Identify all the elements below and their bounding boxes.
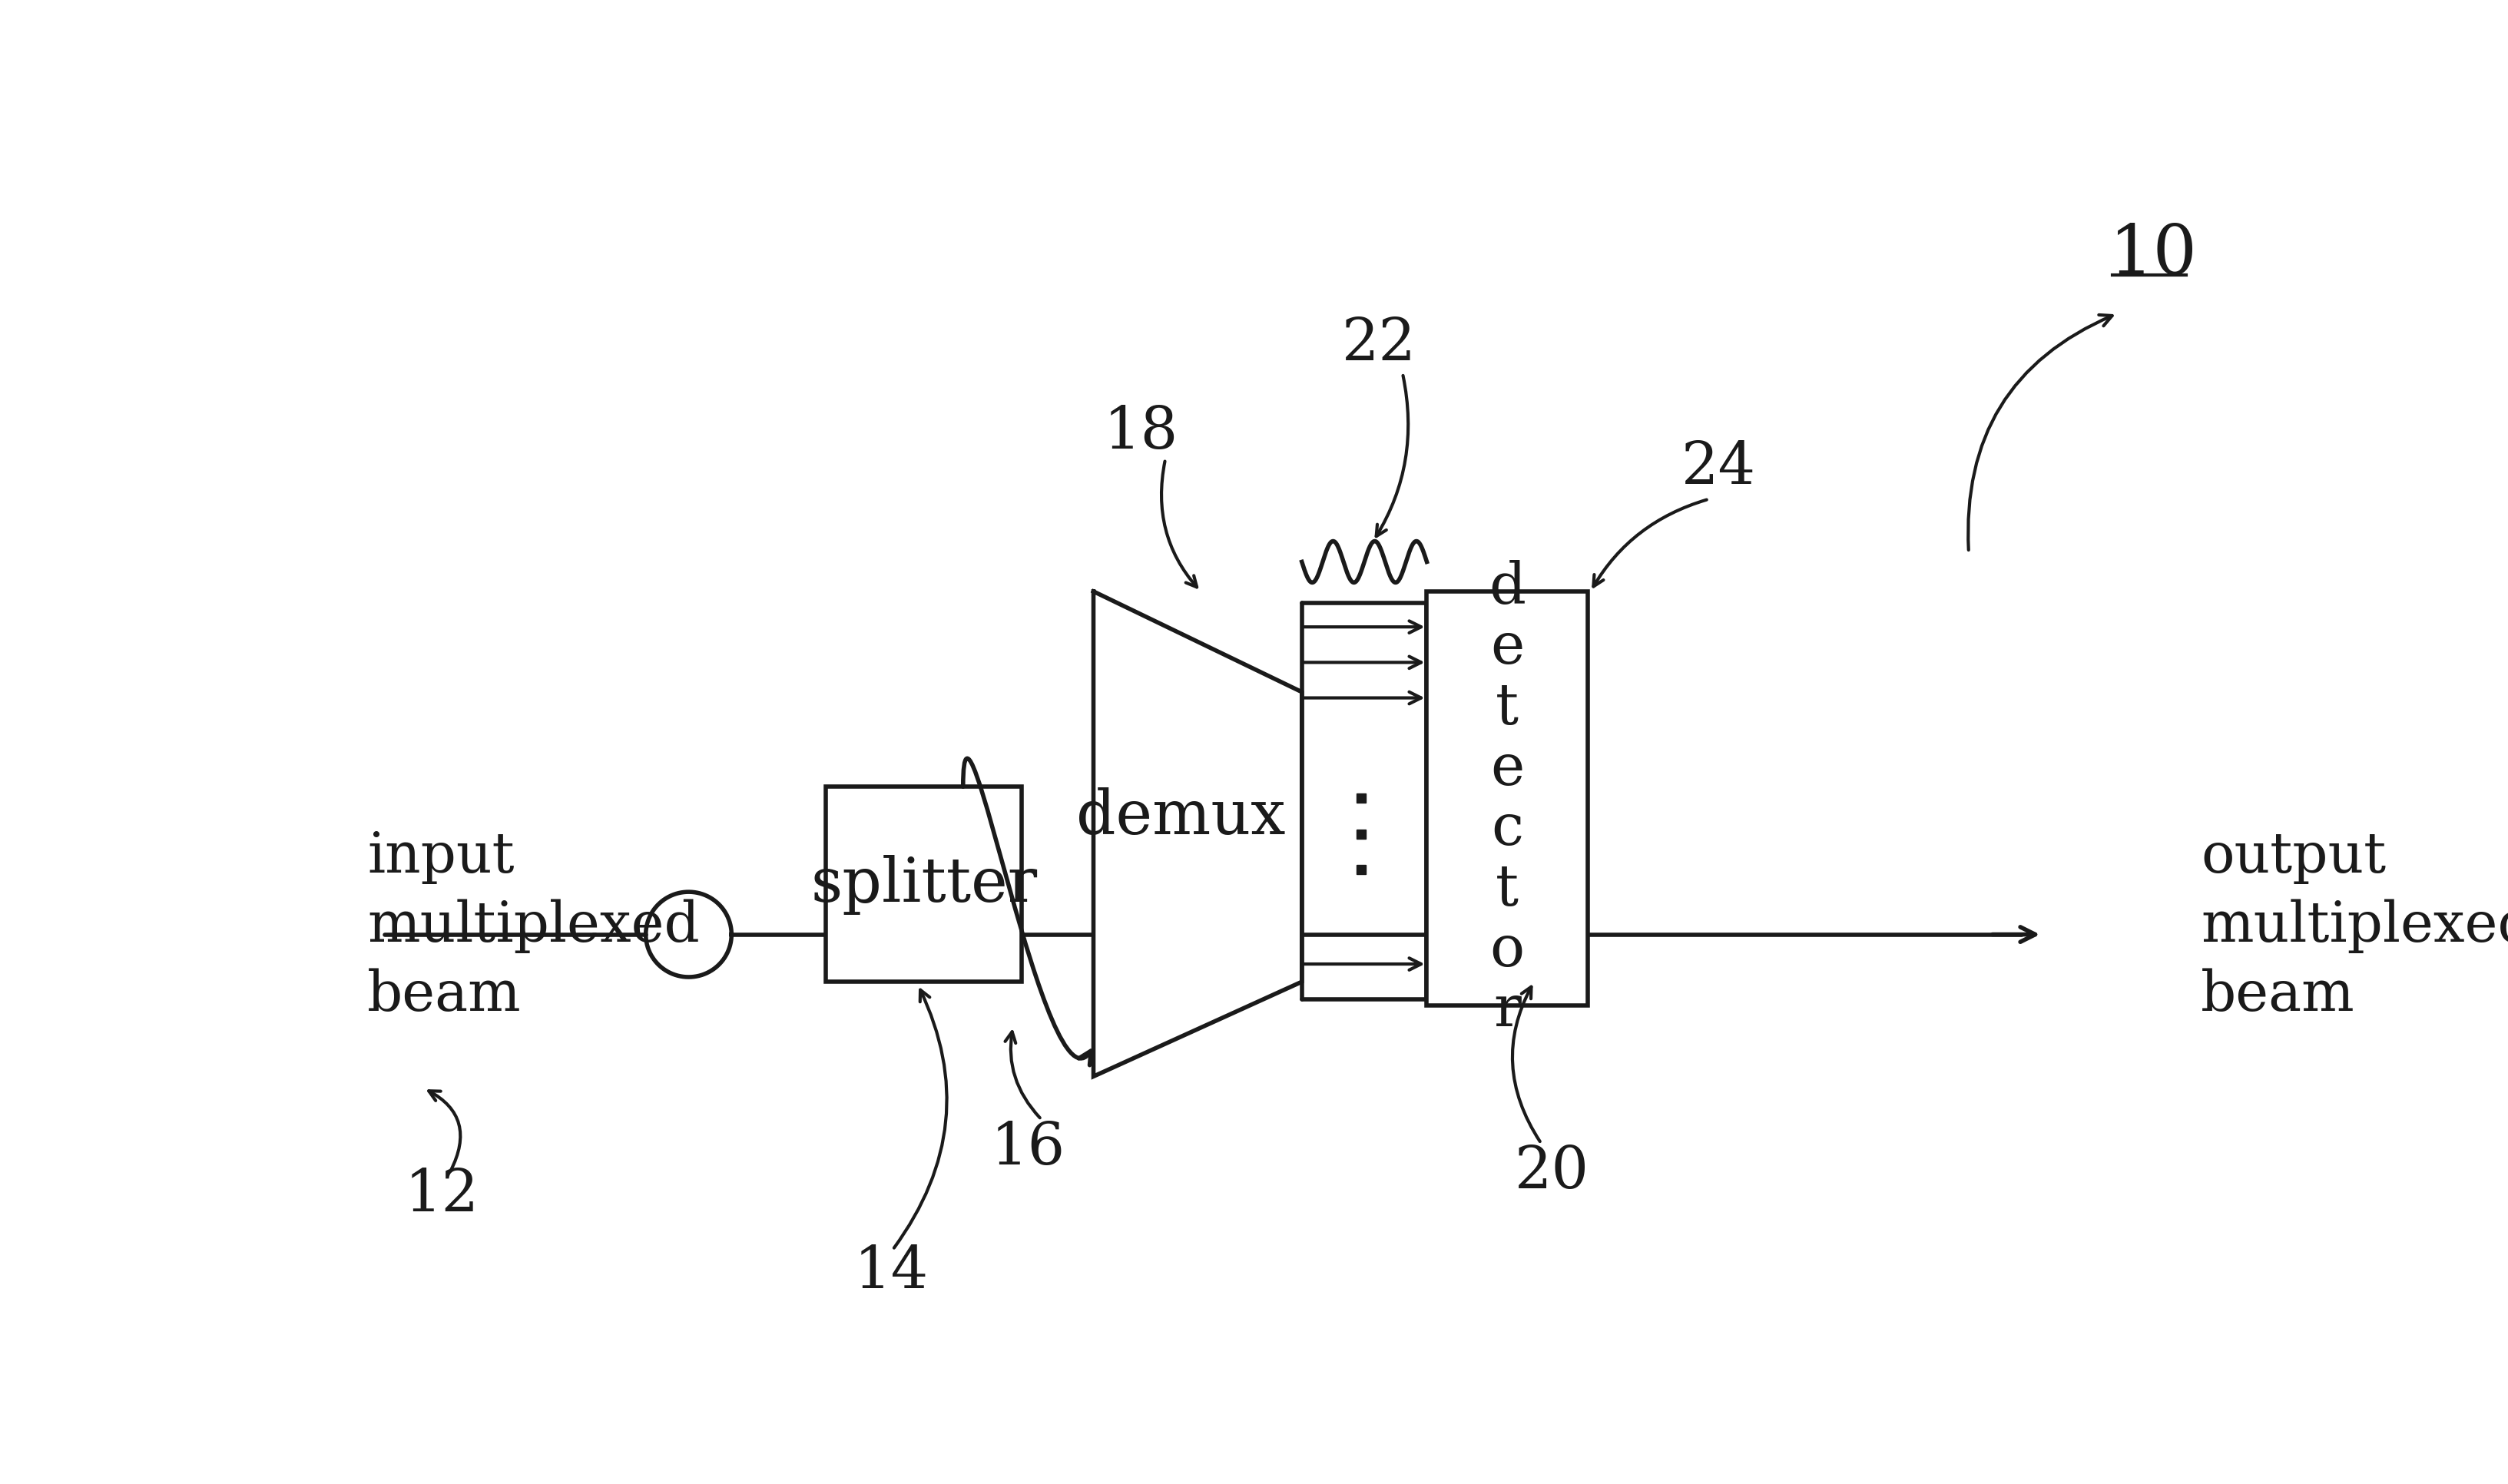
Text: 24: 24 <box>1680 439 1756 496</box>
Text: 12: 12 <box>404 1166 479 1223</box>
FancyArrowPatch shape <box>893 990 946 1248</box>
Text: d
e
t
e
c
t
o
r: d e t e c t o r <box>1487 559 1525 1039</box>
Text: 18: 18 <box>1104 404 1179 460</box>
FancyArrowPatch shape <box>429 1091 461 1171</box>
Text: demux: demux <box>1076 787 1284 846</box>
Bar <box>1427 592 1588 1006</box>
Text: 20: 20 <box>1515 1143 1588 1199</box>
FancyArrowPatch shape <box>963 758 1091 1066</box>
FancyArrowPatch shape <box>1006 1031 1038 1117</box>
Polygon shape <box>1093 592 1302 1076</box>
FancyArrowPatch shape <box>1161 462 1196 588</box>
Text: 16: 16 <box>991 1119 1066 1175</box>
FancyArrowPatch shape <box>1377 375 1407 537</box>
Text: 22: 22 <box>1342 315 1417 372</box>
Bar <box>825 787 1021 982</box>
FancyArrowPatch shape <box>1512 987 1540 1141</box>
Text: input
multiplexed
beam: input multiplexed beam <box>366 830 700 1022</box>
Text: splitter: splitter <box>810 855 1036 914</box>
Text: 10: 10 <box>2109 221 2197 288</box>
FancyArrowPatch shape <box>1593 500 1705 588</box>
FancyArrowPatch shape <box>1969 316 2112 551</box>
Text: output
multiplexed
beam: output multiplexed beam <box>2200 830 2508 1022</box>
Text: 14: 14 <box>853 1244 928 1300</box>
